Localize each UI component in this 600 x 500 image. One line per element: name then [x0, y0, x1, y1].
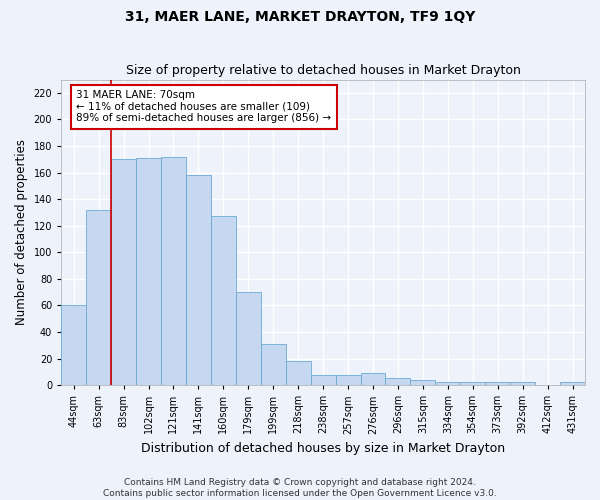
Bar: [86, 210, 111, 385]
Bar: [211, 216, 236, 385]
Bar: [485, 382, 510, 385]
Y-axis label: Number of detached properties: Number of detached properties: [15, 140, 28, 326]
Bar: [335, 374, 361, 385]
Bar: [436, 382, 460, 385]
Bar: [111, 160, 136, 385]
Bar: [460, 382, 485, 385]
Bar: [136, 158, 161, 385]
X-axis label: Distribution of detached houses by size in Market Drayton: Distribution of detached houses by size …: [141, 442, 505, 455]
Bar: [361, 373, 385, 385]
Bar: [385, 378, 410, 385]
Text: Contains HM Land Registry data © Crown copyright and database right 2024.
Contai: Contains HM Land Registry data © Crown c…: [103, 478, 497, 498]
Bar: [286, 361, 311, 385]
Bar: [236, 292, 261, 385]
Text: 31 MAER LANE: 70sqm
← 11% of detached houses are smaller (109)
89% of semi-detac: 31 MAER LANE: 70sqm ← 11% of detached ho…: [76, 90, 331, 124]
Bar: [261, 344, 286, 385]
Bar: [311, 374, 335, 385]
Text: 31, MAER LANE, MARKET DRAYTON, TF9 1QY: 31, MAER LANE, MARKET DRAYTON, TF9 1QY: [125, 10, 475, 24]
Bar: [186, 175, 211, 385]
Bar: [161, 156, 186, 385]
Bar: [410, 380, 436, 385]
Bar: [560, 382, 585, 385]
Bar: [61, 306, 86, 385]
Title: Size of property relative to detached houses in Market Drayton: Size of property relative to detached ho…: [125, 64, 521, 77]
Bar: [510, 382, 535, 385]
